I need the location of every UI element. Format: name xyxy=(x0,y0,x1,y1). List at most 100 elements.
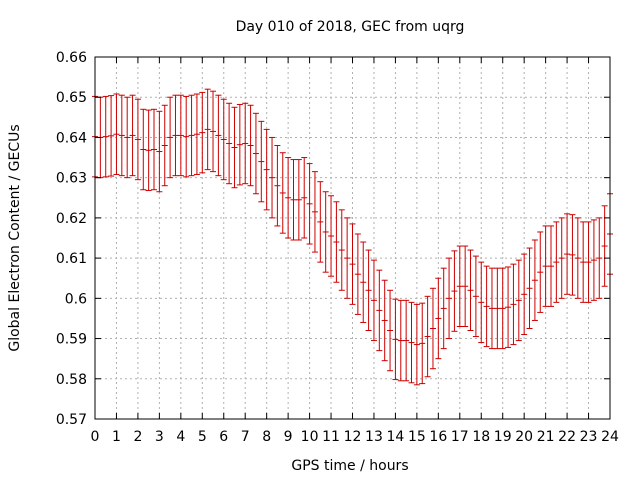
x-axis-label: GPS time / hours xyxy=(291,458,408,474)
x-tick-label: 19 xyxy=(494,429,512,445)
error-bar-point xyxy=(440,267,447,350)
error-bar-point xyxy=(574,217,581,299)
error-bar-point xyxy=(322,191,329,273)
tick-layer: 0 1 2 3 4 5 6 7 8 9 10 11 12 13 14 15 16 17 18 19 20 21 22 23 24… xyxy=(56,50,619,445)
error-bar-point xyxy=(564,213,571,295)
y-tick-label: 0.58 xyxy=(56,372,87,388)
y-tick-label: 0.62 xyxy=(56,211,87,227)
x-tick-label: 23 xyxy=(580,429,598,445)
error-bar-point xyxy=(242,102,249,185)
series-layer xyxy=(92,88,613,386)
error-bar-point xyxy=(349,223,356,305)
error-bar-point xyxy=(397,299,404,382)
y-axis-label: Global Electron Content / GECUs xyxy=(7,124,23,351)
error-bar-point xyxy=(274,144,281,227)
error-bar-point xyxy=(569,214,576,296)
error-bar-point xyxy=(188,94,195,177)
error-bar-point xyxy=(585,221,592,303)
chart-title: Day 010 of 2018, GEC from uqrg xyxy=(236,19,465,35)
error-bar-point xyxy=(531,239,538,321)
error-bar-point xyxy=(515,259,522,342)
error-bar-point xyxy=(311,171,318,253)
error-bar-point xyxy=(413,303,420,386)
x-tick-label: 3 xyxy=(155,429,164,445)
error-bar-point xyxy=(183,95,190,178)
error-bar-point xyxy=(167,96,174,179)
x-tick-label: 17 xyxy=(451,429,469,445)
error-bar-point xyxy=(199,91,206,174)
x-tick-label: 6 xyxy=(219,429,228,445)
x-tick-label: 8 xyxy=(262,429,271,445)
error-bar-point xyxy=(590,219,597,301)
error-bar-point xyxy=(290,159,297,241)
error-bar-point xyxy=(596,217,603,299)
error-bar-point xyxy=(301,157,308,239)
x-tick-label: 24 xyxy=(601,429,619,445)
error-bar-point xyxy=(204,88,211,171)
error-bar-point xyxy=(252,112,259,195)
x-tick-label: 20 xyxy=(515,429,533,445)
error-bar-point xyxy=(279,152,286,234)
error-bar-point xyxy=(102,95,109,178)
y-tick-label: 0.57 xyxy=(56,412,87,428)
x-tick-label: 11 xyxy=(322,429,340,445)
y-tick-label: 0.64 xyxy=(56,130,87,146)
error-bar-point xyxy=(220,98,227,181)
error-bar-point xyxy=(231,106,238,189)
error-bar-point xyxy=(435,277,442,360)
x-tick-label: 1 xyxy=(112,429,121,445)
error-bar-point xyxy=(269,136,276,219)
error-bar-point xyxy=(258,120,265,203)
x-tick-label: 13 xyxy=(365,429,383,445)
error-bar-point xyxy=(263,128,270,211)
error-bar-point xyxy=(129,94,136,177)
error-bar-point xyxy=(408,301,415,384)
y-tick-label: 0.61 xyxy=(56,251,87,267)
error-bar-point xyxy=(108,95,115,177)
error-bar-point xyxy=(370,259,377,342)
error-bar-point xyxy=(542,225,549,307)
x-tick-label: 10 xyxy=(301,429,319,445)
x-tick-label: 16 xyxy=(429,429,447,445)
error-bar-point xyxy=(118,94,125,177)
error-bar-point xyxy=(494,267,501,350)
error-bar-point xyxy=(226,102,233,185)
error-bar-point xyxy=(558,217,565,299)
error-bar-point xyxy=(553,221,560,303)
y-tick-label: 0.65 xyxy=(56,90,87,106)
error-bar-point xyxy=(467,249,474,332)
error-bar-point xyxy=(537,231,544,313)
error-bar-point xyxy=(193,93,200,175)
error-bar-point xyxy=(451,250,458,332)
error-bar-point xyxy=(392,298,399,381)
error-bar-point xyxy=(113,93,120,175)
error-bar-point xyxy=(215,94,222,177)
error-bar-point xyxy=(247,104,254,187)
error-bar-point xyxy=(172,94,179,177)
x-tick-label: 21 xyxy=(537,429,555,445)
error-bar-point xyxy=(429,287,436,370)
error-bar-point xyxy=(140,108,147,191)
error-bar-point xyxy=(547,225,554,307)
y-tick-label: 0.59 xyxy=(56,332,87,348)
error-bar-point xyxy=(210,90,217,173)
error-bar-point xyxy=(134,98,141,181)
error-bar-point xyxy=(161,104,168,187)
x-tick-label: 15 xyxy=(408,429,426,445)
error-bar-point xyxy=(446,257,453,340)
error-bar-point xyxy=(354,233,361,315)
x-tick-label: 18 xyxy=(472,429,490,445)
error-bar-point xyxy=(365,249,372,332)
error-bar-point xyxy=(521,253,528,336)
error-bar-point xyxy=(344,217,351,299)
error-bar-point xyxy=(472,255,479,338)
error-bar-point xyxy=(462,245,469,327)
error-bar-point xyxy=(145,109,152,192)
error-bar-point xyxy=(317,181,324,263)
error-bar-point xyxy=(360,241,367,323)
x-tick-label: 4 xyxy=(176,429,185,445)
x-tick-label: 22 xyxy=(558,429,576,445)
error-bar-point xyxy=(151,108,158,191)
y-tick-label: 0.63 xyxy=(56,171,87,187)
